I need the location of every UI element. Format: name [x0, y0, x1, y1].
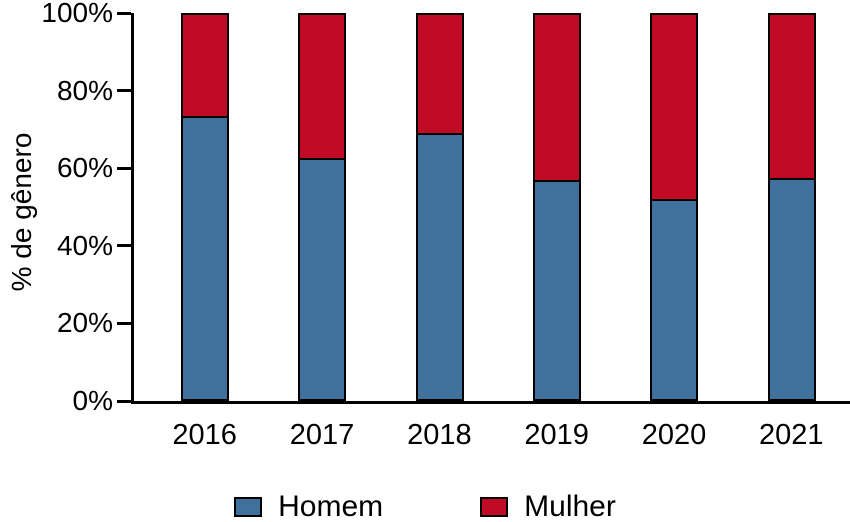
y-tick-mark: [117, 244, 131, 248]
legend: Homem Mulher: [0, 492, 850, 522]
y-tick-mark: [117, 399, 131, 403]
y-tick-label: 40%: [56, 229, 113, 261]
x-tick-label-2021: 2021: [759, 419, 824, 451]
y-tick-label: 80%: [56, 74, 113, 106]
y-tick-label: 0%: [72, 385, 113, 416]
y-tick-label: 100%: [41, 0, 113, 28]
bar-2017: [298, 13, 347, 401]
x-tick-label-2017: 2017: [289, 419, 355, 451]
bar-2018: [415, 13, 464, 401]
bar-segment-mulher-2020: [650, 13, 699, 202]
mulher-swatch: [480, 497, 509, 517]
x-axis-labels: 2016 2017 2018 2019 2020 2021: [134, 417, 850, 453]
y-tick-mark: [117, 166, 131, 170]
bar-segment-homem-2020: [650, 201, 699, 401]
y-tick-mark: [117, 11, 131, 15]
legend-label-mulher: Mulher: [524, 490, 616, 522]
bar-segment-homem-2019: [532, 181, 581, 401]
bar-segment-mulher-2016: [181, 13, 229, 118]
bar-segment-mulher-2019: [532, 13, 581, 182]
bar-2016: [181, 13, 229, 401]
bar-segment-homem-2021: [767, 179, 816, 401]
y-tick-label: 20%: [56, 307, 113, 339]
y-tick-mark: [117, 89, 131, 93]
bar-segment-homem-2018: [415, 135, 464, 401]
plot-area: 0% 20% 40% 60% 80% 100%: [41, 0, 850, 415]
x-tick-label-2019: 2019: [524, 419, 589, 451]
bar-2020: [650, 13, 699, 401]
y-axis-title: % de gênero: [6, 132, 37, 292]
y-tick-mark: [117, 321, 131, 325]
bar-segment-mulher-2021: [767, 13, 816, 180]
homem-swatch: [234, 497, 263, 517]
legend-item-mulher: Mulher: [480, 492, 616, 522]
x-tick-label-2016: 2016: [172, 419, 237, 451]
bar-segment-mulher-2018: [415, 13, 464, 136]
legend-label-homem: Homem: [278, 490, 384, 522]
bar-2021: [767, 13, 816, 401]
bar-segment-homem-2017: [298, 160, 347, 401]
bar-segment-homem-2016: [181, 117, 229, 401]
bar-2019: [532, 13, 581, 401]
y-tick-label: 60%: [56, 152, 113, 184]
x-tick-label-2018: 2018: [407, 419, 472, 451]
legend-item-homem: Homem: [234, 492, 383, 522]
x-tick-label-2020: 2020: [641, 419, 707, 451]
bar-segment-mulher-2017: [298, 13, 347, 161]
